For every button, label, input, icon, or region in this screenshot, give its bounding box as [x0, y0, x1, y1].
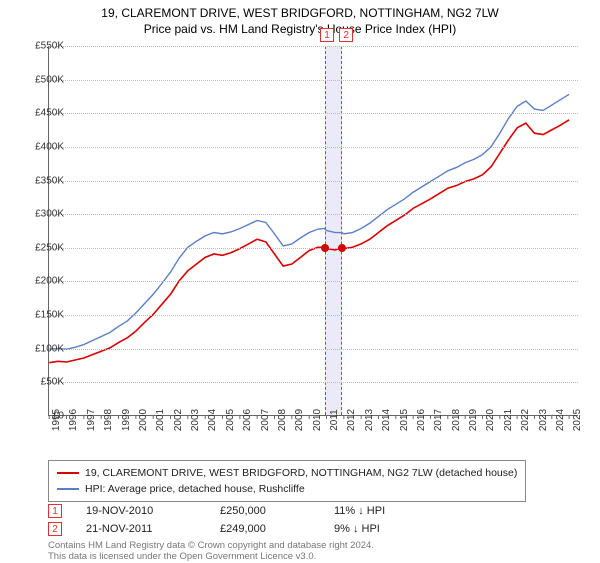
legend-label: 19, CLAREMONT DRIVE, WEST BRIDGFORD, NOT… — [85, 465, 517, 481]
legend-item: HPI: Average price, detached house, Rush… — [57, 481, 517, 497]
x-axis-label: 2008 — [277, 409, 288, 431]
x-axis-label: 2000 — [138, 409, 149, 431]
x-axis-label: 2006 — [242, 409, 253, 431]
x-axis-label: 2014 — [381, 409, 392, 431]
series-line — [49, 94, 569, 349]
legend-swatch — [57, 472, 79, 474]
x-axis-label: 2002 — [173, 409, 184, 431]
x-axis-label: 2010 — [312, 409, 323, 431]
gridline-h — [49, 46, 578, 47]
footer-line1: Contains HM Land Registry data © Crown c… — [48, 540, 374, 562]
x-axis-label: 2025 — [572, 409, 583, 431]
x-axis-label: 2015 — [399, 409, 410, 431]
line-series-svg — [49, 46, 578, 415]
transaction-table: 1 19-NOV-2010 £250,000 11% ↓ HPI 2 21-NOV-201… — [48, 502, 385, 538]
x-axis-label: 2019 — [468, 409, 479, 431]
x-axis-label: 2021 — [503, 409, 514, 431]
x-axis-label: 2004 — [207, 409, 218, 431]
transaction-marker-dot — [321, 244, 329, 252]
x-axis-label: 2023 — [538, 409, 549, 431]
x-axis-label: 2005 — [225, 409, 236, 431]
legend: 19, CLAREMONT DRIVE, WEST BRIDGFORD, NOT… — [48, 460, 526, 502]
x-axis-label: 2009 — [294, 409, 305, 431]
y-axis-label: £200K — [20, 276, 64, 287]
transaction-marker-ref: 2 — [48, 522, 62, 536]
x-axis-label: 2007 — [260, 409, 271, 431]
y-axis-label: £400K — [20, 141, 64, 152]
gridline-h — [49, 349, 578, 350]
gridline-h — [49, 382, 578, 383]
transaction-price: £249,000 — [220, 523, 310, 535]
transaction-marker-ref: 1 — [48, 504, 62, 518]
transaction-marker-label: 1 — [320, 28, 334, 42]
series-line — [49, 120, 569, 363]
gridline-h — [49, 315, 578, 316]
legend-swatch — [57, 488, 79, 490]
gridline-h — [49, 281, 578, 282]
y-axis-label: £450K — [20, 108, 64, 119]
y-axis-label: £50K — [20, 377, 64, 388]
transaction-row: 2 21-NOV-2011 £249,000 9% ↓ HPI — [48, 520, 385, 538]
transaction-date: 21-NOV-2011 — [86, 523, 196, 535]
x-axis-label: 2001 — [155, 409, 166, 431]
y-axis-label: £250K — [20, 242, 64, 253]
plot-area: 12 — [48, 46, 578, 416]
x-axis-label: 2013 — [364, 409, 375, 431]
transaction-vs-hpi: 11% ↓ HPI — [334, 505, 385, 517]
y-axis-label: £500K — [20, 74, 64, 85]
title-block: 19, CLAREMONT DRIVE, WEST BRIDGFORD, NOT… — [0, 0, 600, 36]
transaction-price: £250,000 — [220, 505, 310, 517]
y-axis-label: £350K — [20, 175, 64, 186]
gridline-h — [49, 248, 578, 249]
y-axis-label: £550K — [20, 41, 64, 52]
address-title: 19, CLAREMONT DRIVE, WEST BRIDGFORD, NOT… — [0, 6, 600, 20]
x-axis-label: 2016 — [416, 409, 427, 431]
x-axis-label: 2011 — [329, 409, 340, 431]
transaction-row: 1 19-NOV-2010 £250,000 11% ↓ HPI — [48, 502, 385, 520]
gridline-h — [49, 147, 578, 148]
x-axis-label: 2003 — [190, 409, 201, 431]
x-axis-label: 2018 — [451, 409, 462, 431]
gridline-h — [49, 181, 578, 182]
subtitle: Price paid vs. HM Land Registry's House … — [0, 22, 600, 36]
transaction-marker-label: 2 — [339, 28, 353, 42]
x-axis-label: 1996 — [68, 409, 79, 431]
y-axis-label: £300K — [20, 209, 64, 220]
gridline-h — [49, 214, 578, 215]
gridline-h — [49, 113, 578, 114]
x-axis-label: 2012 — [346, 409, 357, 431]
x-axis-label: 2017 — [433, 409, 444, 431]
x-axis-label: 1995 — [51, 409, 62, 431]
x-axis-label: 2022 — [520, 409, 531, 431]
y-axis-label: £150K — [20, 310, 64, 321]
chart-container: 19, CLAREMONT DRIVE, WEST BRIDGFORD, NOT… — [0, 0, 600, 560]
legend-item: 19, CLAREMONT DRIVE, WEST BRIDGFORD, NOT… — [57, 465, 517, 481]
x-axis-label: 2020 — [485, 409, 496, 431]
legend-label: HPI: Average price, detached house, Rush… — [85, 481, 305, 497]
y-axis-label: £100K — [20, 343, 64, 354]
transaction-marker-dot — [338, 244, 346, 252]
x-axis-label: 1999 — [121, 409, 132, 431]
footer-attribution: Contains HM Land Registry data © Crown c… — [48, 540, 374, 563]
x-axis-label: 1998 — [103, 409, 114, 431]
gridline-h — [49, 80, 578, 81]
x-axis-label: 1997 — [86, 409, 97, 431]
transaction-vs-hpi: 9% ↓ HPI — [334, 523, 380, 535]
x-axis-label: 2024 — [555, 409, 566, 431]
transaction-date: 19-NOV-2010 — [86, 505, 196, 517]
